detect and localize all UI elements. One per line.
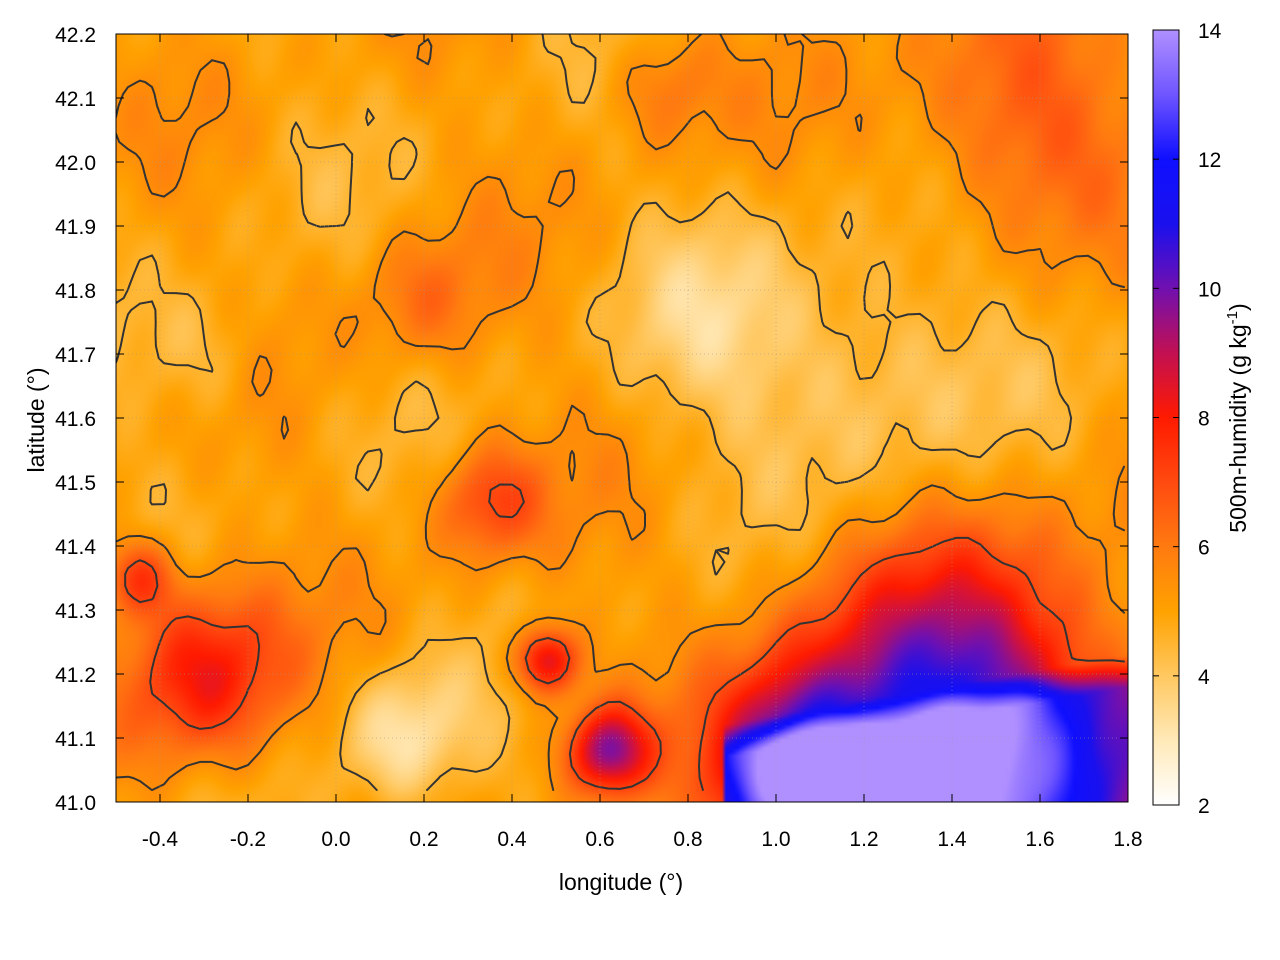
colorbar-ticks [1153,29,1179,806]
y-tick-label: 41.9 [55,216,96,239]
colorbar-tick-label: 6 [1198,537,1210,560]
axis-ticks [116,33,1129,803]
colorbar-tick-label: 2 [1198,795,1210,818]
y-tick-label: 42.2 [55,24,96,47]
x-tick-label: 1.6 [1025,828,1054,851]
colorbar-tick-label: 8 [1198,408,1210,431]
y-tick-label: 41.4 [55,536,96,559]
y-tick-label: 41.7 [55,344,96,367]
x-tick-label: -0.4 [142,828,179,851]
colorbar-label-main: 500m-humidity (g kg [1225,324,1251,532]
contour-level-1 [116,34,1125,791]
colorbar-label: 500m-humidity (g kg-1) [1224,303,1251,532]
x-tick-label: 0.8 [673,828,702,851]
x-tick-label: 1.8 [1113,828,1142,851]
colorbar-label-suffix: ) [1225,303,1251,311]
y-tick-labels: 41.0 41.1 41.2 41.3 41.4 41.5 41.6 41.7 41.8 41.9… [55,24,96,815]
x-tick-label: 0.6 [585,828,614,851]
grid-lines [116,33,1129,803]
contour-lines [116,34,1125,791]
y-tick-label: 41.3 [55,600,96,623]
y-tick-label: 42.0 [55,152,96,175]
x-tick-label: 0.0 [321,828,350,851]
y-tick-label: 41.8 [55,280,96,303]
x-tick-label: 1.0 [761,828,790,851]
x-tick-label: -0.2 [230,828,266,851]
y-tick-label: 41.2 [55,664,96,687]
colorbar-tick-label: 12 [1198,149,1221,172]
contour-level-0 [116,34,1073,791]
y-tick-label: 41.5 [55,472,96,495]
y-tick-label: 41.1 [55,728,96,751]
x-tick-label: 1.4 [937,828,967,851]
contour-level-2 [124,483,1125,791]
colorbar-tick-labels: 2 4 6 8 10 12 14 [1198,20,1222,818]
x-tick-label: 0.4 [497,828,527,851]
y-tick-label: 41.0 [55,792,96,815]
y-tick-label: 42.1 [55,88,96,111]
x-tick-labels: -0.4 -0.2 0.0 0.2 0.4 0.6 0.8 1.0 1.2 1.4 1.6 1.8 [142,828,1143,851]
x-tick-label: 0.2 [409,828,438,851]
x-axis-label: longitude (°) [559,869,683,895]
y-axis-label: latitude (°) [23,367,49,472]
x-tick-label: 1.2 [849,828,878,851]
colorbar-label-superscript: -1 [1224,311,1241,324]
colorbar-tick-label: 14 [1198,20,1222,43]
colorbar-tick-label: 10 [1198,278,1221,301]
colorbar-tick-label: 4 [1198,666,1210,689]
y-tick-label: 41.6 [55,408,96,431]
